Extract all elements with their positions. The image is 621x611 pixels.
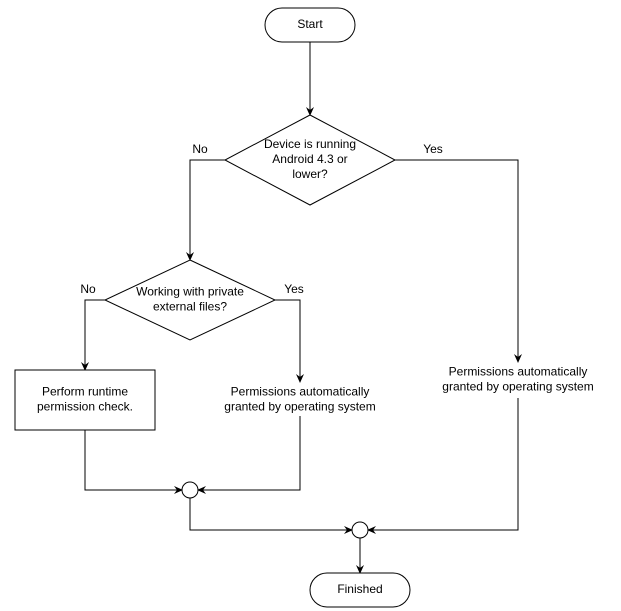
d_android-label-line-2: lower? <box>292 167 328 181</box>
edge-8 <box>368 398 518 530</box>
edge-8-line <box>368 398 518 530</box>
edge-7 <box>190 498 352 530</box>
d_android-label-line-0: Device is running <box>264 137 356 151</box>
node-t_auto1: Permissions automaticallygranted by oper… <box>224 385 375 414</box>
node-j1-shape <box>182 482 198 498</box>
d_android-label-line-1: Android 4.3 or <box>272 152 347 166</box>
nodes-layer: Start Device is runningAndroid 4.3 orlowe… <box>15 8 594 607</box>
start-label-line-0: Start <box>297 17 323 31</box>
d_private-label-line-0: Working with private <box>136 285 244 299</box>
t_auto1-label-line-0: Permissions automatically <box>231 385 370 399</box>
edge-2: Yes <box>395 142 518 362</box>
node-p_runtime: Perform runtimepermission check. <box>15 370 155 430</box>
edge-7-line <box>190 498 352 530</box>
edge-3: No <box>80 282 105 370</box>
edge-2-label: Yes <box>423 142 443 156</box>
t_auto1-label-line-1: granted by operating system <box>224 400 375 414</box>
node-j1 <box>182 482 198 498</box>
edge-3-label: No <box>80 282 96 296</box>
node-d_private: Working with privateexternal files? <box>105 260 275 340</box>
node-t_auto2: Permissions automaticallygranted by oper… <box>442 365 593 394</box>
node-d_android: Device is runningAndroid 4.3 orlower? <box>225 115 395 205</box>
edge-6 <box>198 416 300 490</box>
flowchart-canvas: No Yes No Yes Start Device is runningAndroid… <box>0 0 621 611</box>
edge-3-line <box>85 300 105 370</box>
edge-4-line <box>275 300 300 382</box>
node-j2 <box>352 522 368 538</box>
d_private-label-line-1: external files? <box>153 300 227 314</box>
edge-5-line <box>85 430 182 490</box>
edge-1-label: No <box>192 142 208 156</box>
finished-label-line-0: Finished <box>337 582 382 596</box>
t_auto2-label-line-0: Permissions automatically <box>449 365 588 379</box>
node-finished: Finished <box>310 573 410 607</box>
edge-1: No <box>190 142 225 260</box>
node-start: Start <box>265 8 355 42</box>
edge-2-line <box>395 160 518 362</box>
edge-4: Yes <box>275 282 304 382</box>
p_runtime-label-line-1: permission check. <box>37 400 133 414</box>
edge-5 <box>85 430 182 490</box>
edge-1-line <box>190 160 225 260</box>
edge-6-line <box>198 416 300 490</box>
edge-4-label: Yes <box>284 282 304 296</box>
node-j2-shape <box>352 522 368 538</box>
t_auto2-label-line-1: granted by operating system <box>442 380 593 394</box>
p_runtime-label-line-0: Perform runtime <box>42 385 128 399</box>
